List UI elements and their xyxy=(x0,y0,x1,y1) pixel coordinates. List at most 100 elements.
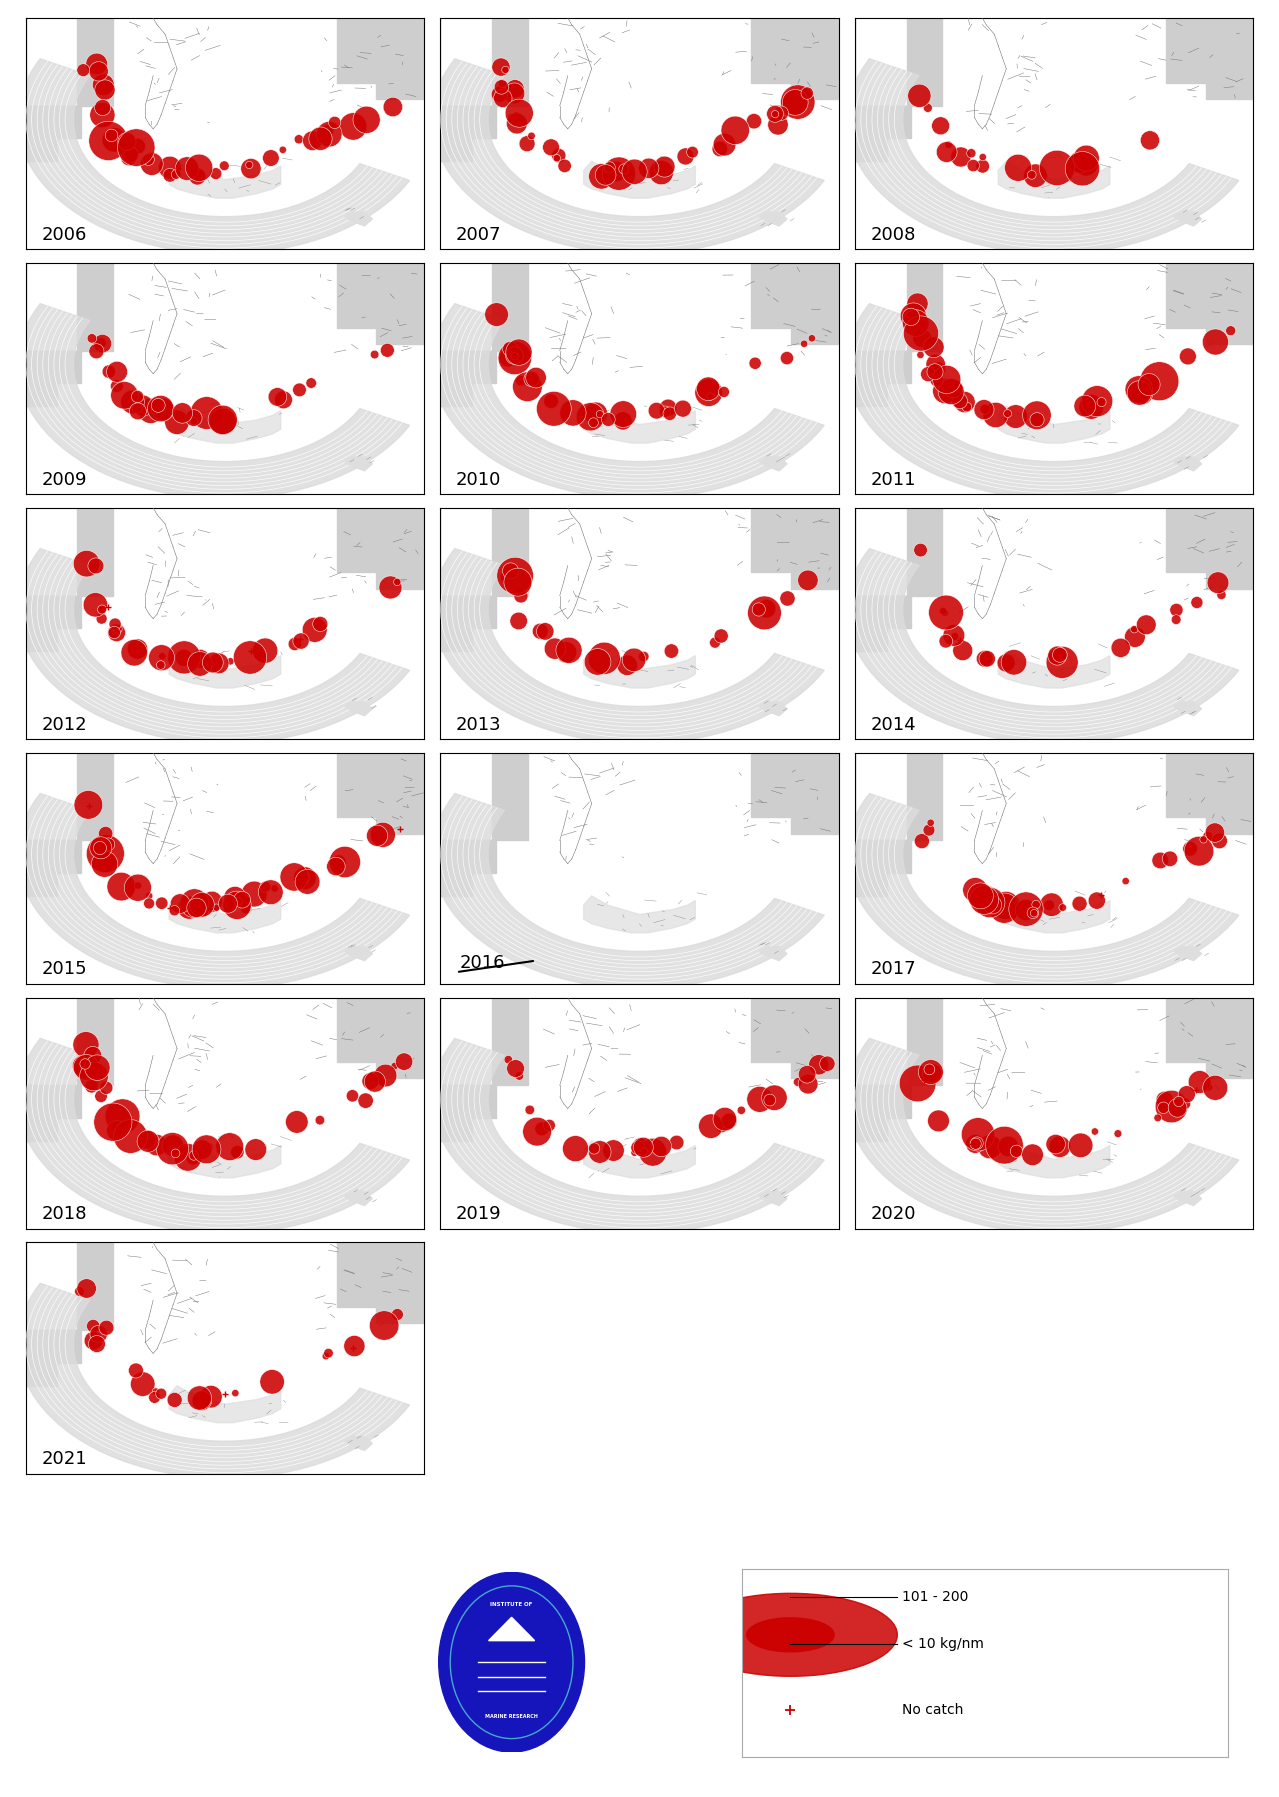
Point xyxy=(166,160,187,189)
Polygon shape xyxy=(1174,703,1201,715)
Point xyxy=(1108,1120,1128,1148)
Point xyxy=(936,365,957,394)
Point xyxy=(505,1055,526,1084)
Point xyxy=(599,404,619,433)
Point xyxy=(1160,845,1181,873)
Polygon shape xyxy=(489,1617,535,1641)
Point xyxy=(75,1030,96,1058)
Point xyxy=(613,399,633,428)
Point xyxy=(1155,1085,1175,1114)
Point xyxy=(1128,383,1149,412)
Point xyxy=(302,126,322,155)
Point xyxy=(508,568,528,597)
Point xyxy=(139,882,160,911)
Point xyxy=(714,129,734,158)
Polygon shape xyxy=(751,18,839,99)
Polygon shape xyxy=(336,1242,425,1323)
Point xyxy=(145,1384,165,1412)
Point xyxy=(104,618,124,647)
Point xyxy=(385,1051,405,1080)
Point xyxy=(510,367,531,395)
Point xyxy=(655,397,675,426)
Point xyxy=(1140,126,1160,155)
Point xyxy=(1045,1130,1065,1159)
Point xyxy=(357,106,377,135)
Point xyxy=(1016,895,1036,924)
Point xyxy=(166,408,187,437)
Point xyxy=(817,1049,838,1078)
Point xyxy=(139,890,160,918)
Point xyxy=(96,1073,116,1102)
Point xyxy=(492,84,513,113)
Point xyxy=(498,1046,518,1075)
Point xyxy=(519,1096,540,1125)
Point xyxy=(624,1138,645,1166)
Point xyxy=(116,128,137,156)
Point xyxy=(1004,649,1024,677)
Point xyxy=(651,1132,671,1161)
Point xyxy=(714,377,734,406)
Point xyxy=(527,1118,547,1146)
Point xyxy=(289,376,310,404)
Point xyxy=(165,1139,185,1168)
Point xyxy=(1197,821,1218,850)
Polygon shape xyxy=(344,212,372,226)
Point xyxy=(148,392,169,420)
Polygon shape xyxy=(440,18,528,106)
Point xyxy=(628,1134,648,1163)
Point xyxy=(380,573,400,602)
Point xyxy=(343,1082,363,1111)
Point xyxy=(732,1096,752,1125)
Point xyxy=(980,888,1000,916)
Point xyxy=(926,365,946,394)
Polygon shape xyxy=(847,548,1239,744)
Point xyxy=(972,142,993,171)
Point xyxy=(923,332,944,361)
Point xyxy=(517,129,537,158)
Point xyxy=(174,643,194,672)
Point xyxy=(356,1085,376,1114)
Point xyxy=(633,642,654,670)
Point xyxy=(173,399,193,428)
Point xyxy=(1022,1141,1042,1170)
Point xyxy=(128,397,148,426)
Point xyxy=(325,108,345,137)
Point xyxy=(504,341,524,370)
Point xyxy=(120,140,141,169)
Polygon shape xyxy=(26,1085,82,1118)
Point xyxy=(102,1107,123,1136)
Point xyxy=(1168,1093,1188,1121)
Point xyxy=(975,886,995,915)
Point xyxy=(1166,595,1187,624)
Point xyxy=(590,399,610,428)
Point xyxy=(184,890,205,918)
Point xyxy=(228,886,248,915)
Polygon shape xyxy=(432,304,824,498)
Point xyxy=(544,394,564,422)
Point xyxy=(505,74,526,102)
Polygon shape xyxy=(847,304,1239,498)
Point xyxy=(907,1069,927,1098)
Point xyxy=(189,153,210,181)
Point xyxy=(96,1314,116,1342)
Polygon shape xyxy=(751,997,839,1078)
Point xyxy=(522,365,542,394)
Polygon shape xyxy=(751,753,839,834)
Point xyxy=(164,897,184,925)
Polygon shape xyxy=(440,873,472,897)
Polygon shape xyxy=(169,897,280,933)
Point xyxy=(196,1136,216,1164)
Point xyxy=(966,1129,986,1157)
Point xyxy=(954,388,975,417)
Polygon shape xyxy=(847,59,1239,253)
Point xyxy=(267,383,288,412)
Polygon shape xyxy=(760,1191,787,1206)
Point xyxy=(505,561,526,589)
Point xyxy=(311,124,331,153)
Point xyxy=(1076,144,1096,173)
Point xyxy=(127,394,147,422)
Point xyxy=(1027,401,1048,429)
Point xyxy=(624,645,645,674)
Point xyxy=(912,827,932,855)
Point xyxy=(146,1377,166,1405)
